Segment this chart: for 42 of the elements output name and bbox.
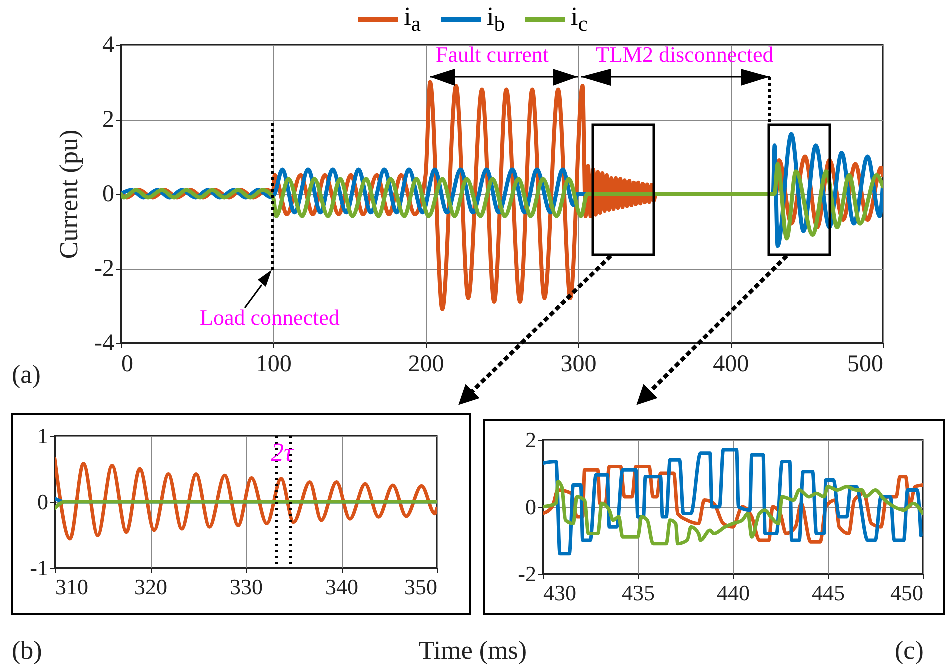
y-tick-label: 1 bbox=[38, 424, 48, 448]
annotation: Fault current bbox=[436, 42, 550, 68]
x-tick-label: 440 bbox=[717, 580, 750, 606]
y-tick-label: -4 bbox=[94, 330, 114, 356]
x-tick-label: 320 bbox=[134, 574, 168, 600]
annotation: TLM2 disconnected bbox=[596, 42, 774, 68]
y-tick-label: 0 bbox=[38, 490, 48, 514]
y-tick-label: 4 bbox=[102, 32, 114, 58]
y-axis-title: Current (pu) bbox=[54, 130, 84, 260]
x-tick-label: 340 bbox=[326, 574, 358, 600]
x-tick-label: 445 bbox=[812, 580, 845, 606]
y-tick-label: 0 bbox=[102, 182, 114, 208]
annotation: Load connected bbox=[200, 305, 340, 331]
x-tick-label: 0 bbox=[122, 352, 134, 378]
y-tick-label: 0 bbox=[526, 494, 536, 520]
line-series bbox=[543, 448, 923, 556]
x-tick-label: 435 bbox=[622, 580, 655, 606]
x-tick-label: 430 bbox=[544, 580, 576, 606]
x-tick-label: 310 bbox=[56, 574, 88, 600]
y-tick-label: 2 bbox=[526, 428, 536, 452]
x-tick-label: 350 bbox=[404, 574, 438, 600]
x-axis-title: Time (ms) bbox=[418, 636, 528, 665]
x-tick-label: 300 bbox=[560, 352, 597, 378]
line-series bbox=[543, 480, 923, 546]
legend-label: i$_{a}$ bbox=[404, 2, 421, 36]
line-series bbox=[121, 162, 883, 241]
x-tick-label: 200 bbox=[408, 352, 444, 378]
annotation: 2τ bbox=[271, 438, 294, 468]
x-tick-label: 450 bbox=[890, 580, 924, 606]
legend-label: i$_{c}$ bbox=[571, 2, 588, 36]
x-tick-label: 500 bbox=[848, 352, 884, 378]
text: (c) bbox=[895, 636, 924, 666]
y-tick-label: 2 bbox=[102, 107, 114, 133]
text: (b) bbox=[12, 636, 42, 666]
x-tick-label: 100 bbox=[256, 352, 292, 378]
x-tick-label: 330 bbox=[230, 574, 263, 600]
x-tick-label: 400 bbox=[713, 352, 750, 378]
text: (a) bbox=[12, 360, 41, 390]
legend-label: i$_{b}$ bbox=[486, 2, 506, 36]
y-tick-label: -2 bbox=[518, 562, 536, 586]
y-tick-label: -1 bbox=[30, 556, 48, 580]
y-tick-label: -2 bbox=[94, 256, 114, 282]
